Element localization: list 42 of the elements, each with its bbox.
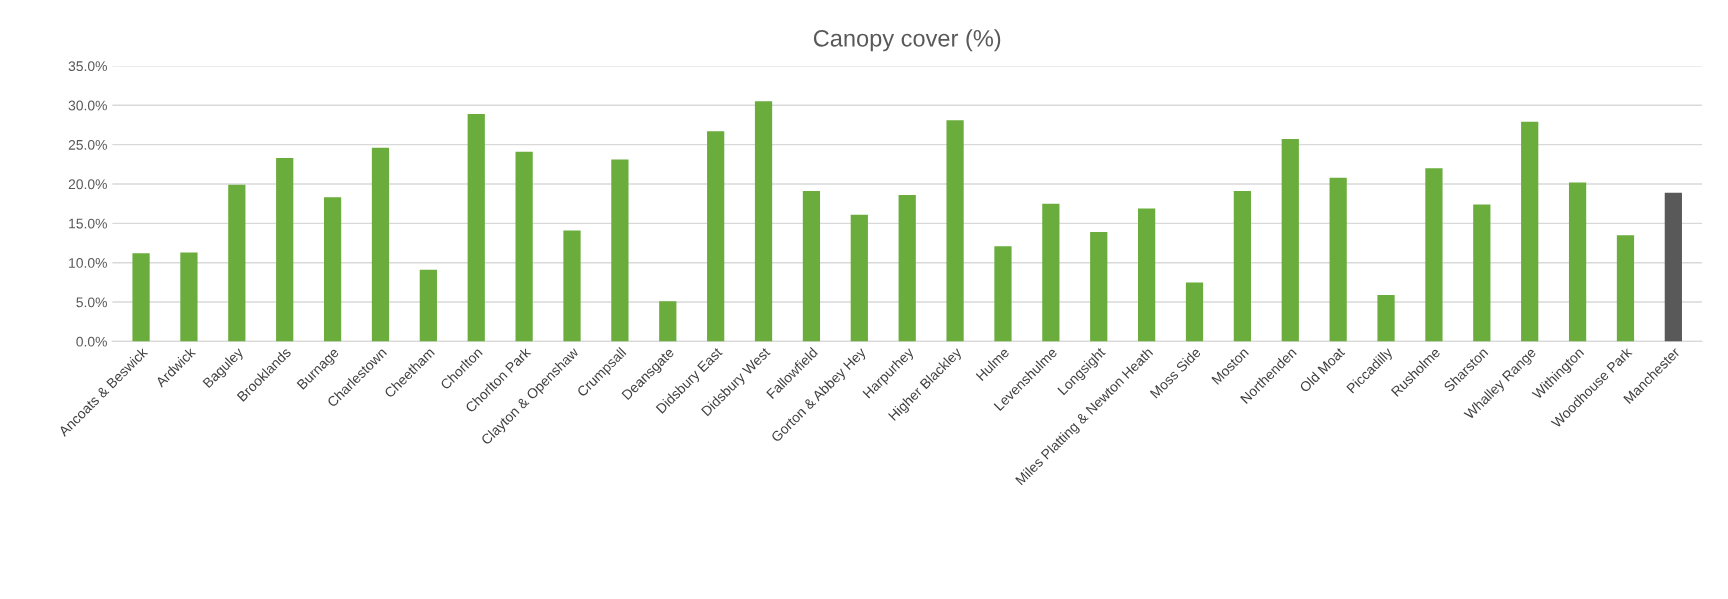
bar [1329,177,1347,342]
bar [419,269,437,342]
bar [707,131,725,342]
bar [1138,208,1156,342]
bar [898,195,916,342]
bar [1521,121,1539,342]
bar [1185,282,1204,342]
bar [1664,192,1682,342]
bar [180,252,198,342]
bar [611,159,629,342]
bar [754,101,773,342]
bar [1473,204,1491,342]
bar [228,184,246,342]
bar [994,246,1012,342]
bar [563,230,581,342]
y-tick-label: 30.0% [68,100,107,111]
bar [1090,232,1108,342]
bar [1425,168,1443,342]
bar [371,147,390,342]
bar [1616,235,1635,342]
bar [1042,203,1060,342]
bar [802,191,821,342]
chart-title: Canopy cover (%) [813,29,1001,52]
y-tick-label: 10.0% [69,258,107,268]
y-tick-label: 0.0% [76,336,107,347]
bar [1568,182,1587,342]
bar [323,197,342,342]
bar [1281,139,1299,342]
bar [1377,294,1395,342]
y-tick-label: 35.0% [68,61,107,72]
bar [659,301,677,342]
bar [467,113,485,342]
bar [132,253,150,342]
bar [850,214,868,342]
y-tick-label: 20.0% [68,179,107,190]
bar [946,120,964,342]
bar [1233,191,1252,342]
bar [276,158,294,342]
bar [515,151,533,342]
y-tick-label: 25.0% [68,139,107,150]
y-tick-label: 5.0% [76,297,107,308]
y-tick-label: 15.0% [69,218,107,229]
